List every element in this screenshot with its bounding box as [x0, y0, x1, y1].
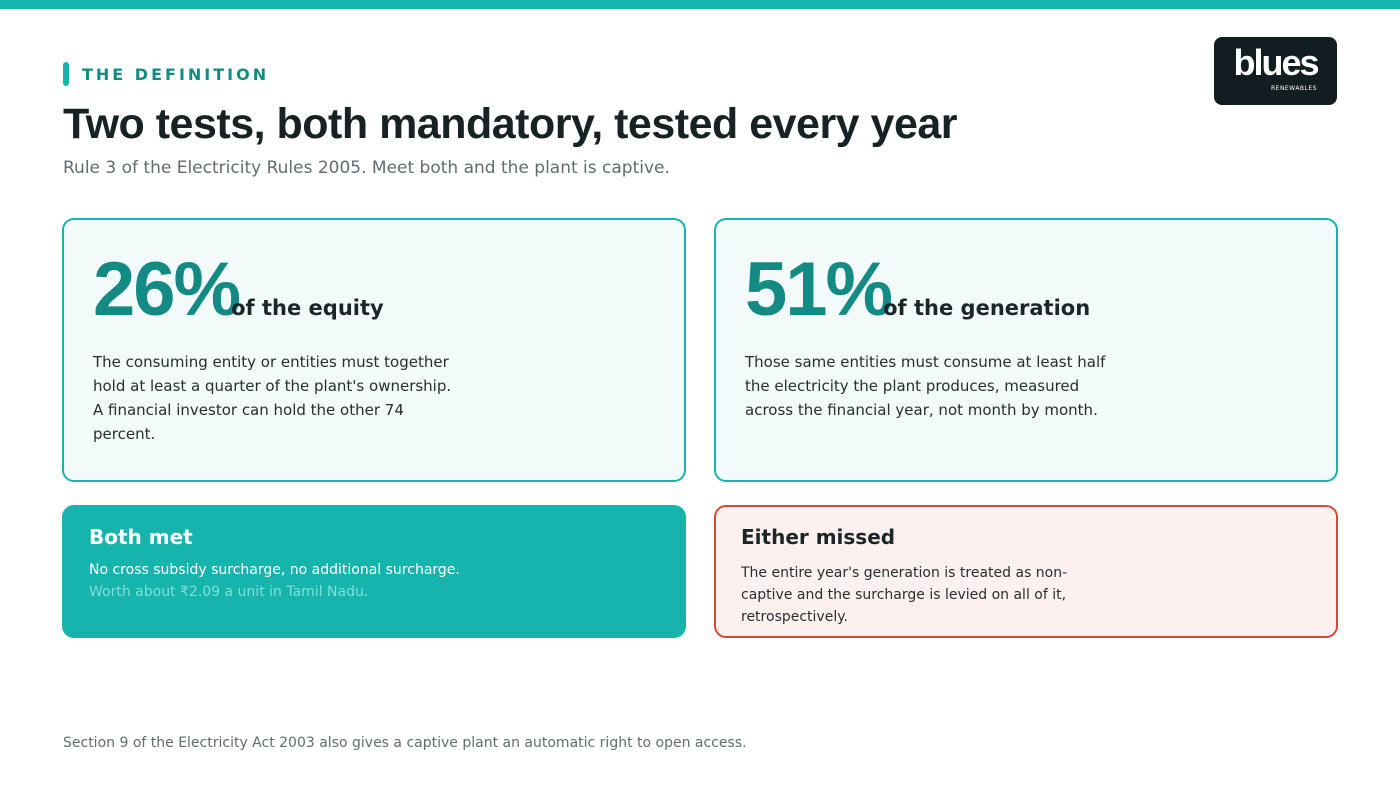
footnote: Section 9 of the Electricity Act 2003 al…: [63, 735, 747, 751]
either-missed-title: Either missed: [741, 525, 896, 549]
generation-label: of the generation: [883, 296, 1091, 320]
either-missed-card: Either missed The entire year's generati…: [714, 505, 1338, 638]
equity-stat: 26% of the equity: [93, 252, 384, 328]
either-missed-description: The entire year's generation is treated …: [741, 565, 1068, 625]
equity-figure: 26%: [93, 247, 241, 332]
eyebrow-accent-mark: [63, 62, 69, 86]
logo-wordmark: blues: [1233, 42, 1319, 83]
both-met-card: Both met No cross subsidy surcharge, no …: [62, 505, 686, 638]
both-met-value: Worth about ₹2.09 a unit in Tamil Nadu.: [89, 584, 369, 600]
logo-tagline: RENEWABLES: [1270, 85, 1317, 92]
page-subtitle: Rule 3 of the Electricity Rules 2005. Me…: [63, 158, 670, 178]
equity-description: The consuming entity or entities must to…: [93, 353, 452, 443]
generation-figure: 51%: [745, 247, 893, 332]
equity-label: of the equity: [231, 296, 384, 320]
generation-test-card: 51% of the generation Those same entitie…: [714, 218, 1338, 482]
generation-description: Those same entities must consume at leas…: [745, 353, 1106, 419]
both-met-title: Both met: [89, 525, 193, 549]
generation-stat: 51% of the generation: [745, 252, 1090, 328]
eyebrow: THE DEFINITION: [63, 62, 269, 86]
brand-logo: blues RENEWABLES: [1214, 37, 1337, 105]
both-met-benefit: No cross subsidy surcharge, no additiona…: [89, 562, 460, 578]
top-accent-bar: [0, 0, 1400, 9]
page-title: Two tests, both mandatory, tested every …: [63, 100, 958, 148]
eyebrow-label: THE DEFINITION: [82, 64, 270, 84]
equity-test-card: 26% of the equity The consuming entity o…: [62, 218, 686, 482]
